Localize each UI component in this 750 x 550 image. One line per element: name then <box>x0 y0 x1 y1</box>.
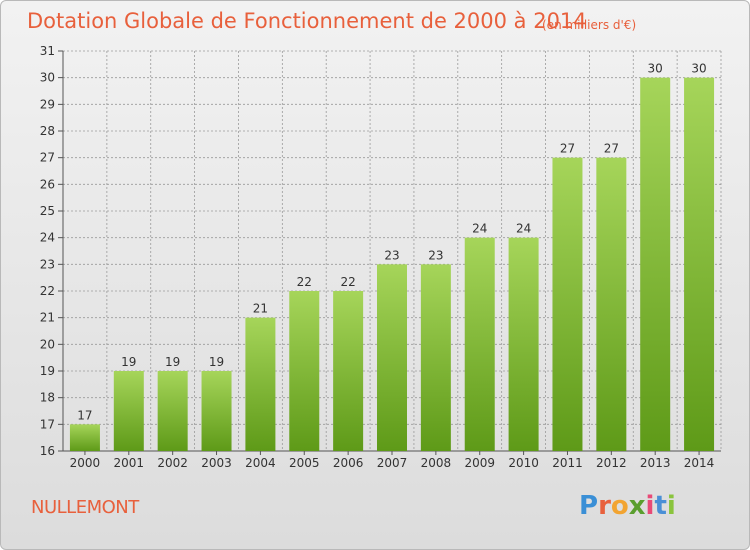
logo-letter: r <box>598 491 611 521</box>
bars <box>69 77 715 452</box>
x-tick-label: 2014 <box>684 456 715 470</box>
y-tick-label: 23 <box>40 257 55 271</box>
y-tick-label: 18 <box>40 391 55 405</box>
value-label: 24 <box>516 222 531 236</box>
bar-2002 <box>157 371 188 451</box>
y-tick-label: 27 <box>40 151 55 165</box>
x-tick-label: 2006 <box>333 456 364 470</box>
value-label: 22 <box>297 275 312 289</box>
y-tick-label: 31 <box>40 44 55 58</box>
value-label: 23 <box>384 248 399 262</box>
value-label: 24 <box>472 222 487 236</box>
proxiti-logo: Proxiti <box>579 491 676 521</box>
logo-letter: x <box>628 491 646 521</box>
logo-letter: i <box>645 491 655 521</box>
bar-2000 <box>69 424 100 451</box>
chart-title: Dotation Globale de Fonctionnement de 20… <box>27 9 587 33</box>
x-tick-label: 2010 <box>508 456 539 470</box>
bar-2003 <box>201 371 232 451</box>
y-tick-label: 24 <box>40 231 55 245</box>
value-label: 21 <box>253 302 268 316</box>
y-tick-label: 26 <box>40 177 55 191</box>
value-label: 27 <box>604 142 619 156</box>
bar-2010 <box>508 237 539 451</box>
logo-letter: i <box>666 491 676 521</box>
bar-2013 <box>640 77 671 452</box>
x-tick-label: 2011 <box>552 456 583 470</box>
x-tick-label: 2000 <box>70 456 101 470</box>
y-tick-label: 17 <box>40 417 55 431</box>
bar-2014 <box>684 77 715 452</box>
y-tick-label: 20 <box>40 337 55 351</box>
value-label: 27 <box>560 142 575 156</box>
bar-2007 <box>377 264 407 451</box>
value-label: 19 <box>165 355 180 369</box>
y-tick-label: 30 <box>40 71 55 85</box>
bar-2004 <box>245 317 276 451</box>
y-tick-label: 29 <box>40 97 55 111</box>
y-tick-label: 28 <box>40 124 55 138</box>
value-labels: 17 19 19 19 21 22 22 23 23 24 24 27 27 30 30 <box>77 62 706 423</box>
x-tick-label: 2007 <box>377 456 408 470</box>
logo-letter: o <box>610 491 629 521</box>
x-tick-label: 2012 <box>596 456 627 470</box>
y-tick-label: 19 <box>40 364 55 378</box>
x-tick-label: 2005 <box>289 456 320 470</box>
x-tick-label: 2003 <box>201 456 232 470</box>
logo-letter: t <box>654 491 667 521</box>
x-tick-label: 2001 <box>114 456 145 470</box>
axes: 16 17 18 19 20 21 22 23 24 25 26 27 28 29 30 31 2000 2001… <box>40 44 721 470</box>
bar-2012 <box>596 157 627 451</box>
bar-2005 <box>289 291 320 451</box>
value-label: 23 <box>428 248 443 262</box>
value-label: 19 <box>209 355 224 369</box>
value-label: 22 <box>340 275 355 289</box>
value-label: 30 <box>691 62 706 76</box>
value-label: 30 <box>648 62 663 76</box>
y-tick-label: 16 <box>40 444 55 458</box>
x-tick-label: 2013 <box>640 456 671 470</box>
bar-2006 <box>333 291 364 451</box>
value-label: 19 <box>121 355 136 369</box>
y-tick-label: 22 <box>40 284 55 298</box>
bar-2009 <box>464 237 495 451</box>
y-tick-label: 21 <box>40 311 55 325</box>
bar-2001 <box>113 371 144 451</box>
x-tick-label: 2008 <box>421 456 452 470</box>
x-tick-label: 2009 <box>464 456 495 470</box>
x-tick-label: 2004 <box>245 456 276 470</box>
bar-2011 <box>552 157 583 451</box>
chart-unit-label: (en milliers d'€) <box>542 18 637 32</box>
bar-2008 <box>420 264 451 451</box>
value-label: 17 <box>77 408 92 422</box>
logo-letter: P <box>579 491 599 521</box>
y-tick-label: 25 <box>40 204 55 218</box>
commune-name: NULLEMONT <box>31 497 139 518</box>
x-tick-label: 2002 <box>157 456 188 470</box>
